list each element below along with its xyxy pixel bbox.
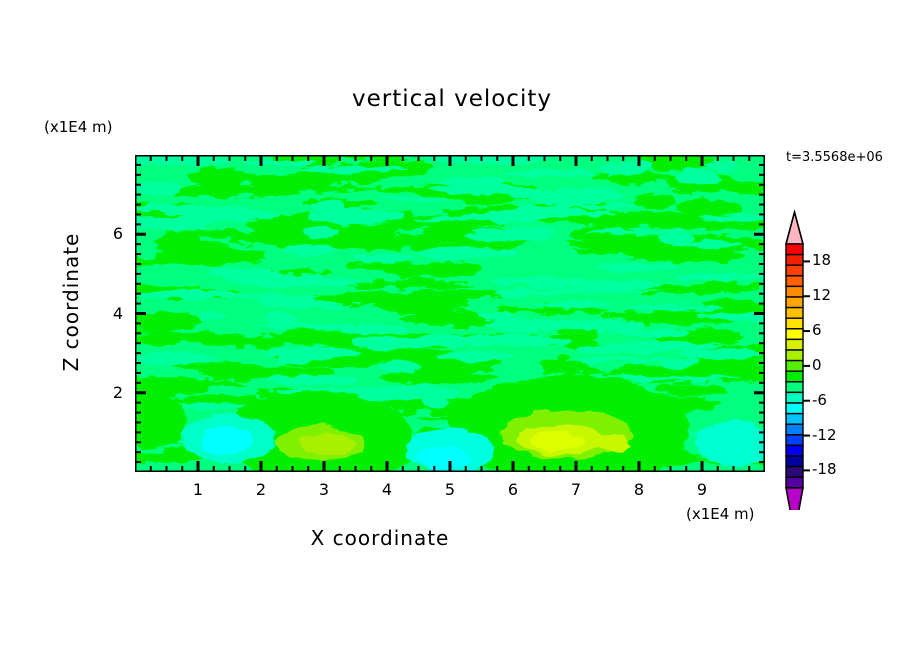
chart-title: vertical velocity [352,86,552,112]
x-tick-label: 4 [381,480,393,499]
x-axis-unit-label: (x1E4 m) [686,505,755,523]
y-axis-title: Z coordinate [59,232,83,372]
x-tick-label: 2 [255,480,267,499]
timestamp-label: t=3.5568e+06 [786,150,883,165]
colorbar-tick-label: 0 [812,355,822,374]
colorbar-tick-label: -12 [812,425,837,444]
y-axis-unit-label: (x1E4 m) [44,118,113,136]
y-tick-label: 6 [112,224,123,244]
x-tick-label: 7 [570,480,582,499]
colorbar [784,210,810,510]
colorbar-tick-label: -18 [812,460,837,479]
colorbar-tick-label: 18 [812,251,832,270]
x-axis-title: X coordinate [310,526,450,550]
colorbar-tick-label: 6 [812,321,822,340]
colorbar-tick-label: -6 [812,390,827,409]
x-tick-label: 9 [696,480,708,499]
contour-plot-area [135,155,765,472]
y-tick-label: 4 [112,303,123,323]
colorbar-tick-label: 12 [812,286,832,305]
x-tick-label: 6 [507,480,519,499]
x-tick-label: 1 [192,480,204,499]
x-tick-label: 3 [318,480,330,499]
y-tick-label: 2 [112,382,123,402]
x-tick-label: 5 [444,480,456,499]
x-tick-label: 8 [633,480,645,499]
